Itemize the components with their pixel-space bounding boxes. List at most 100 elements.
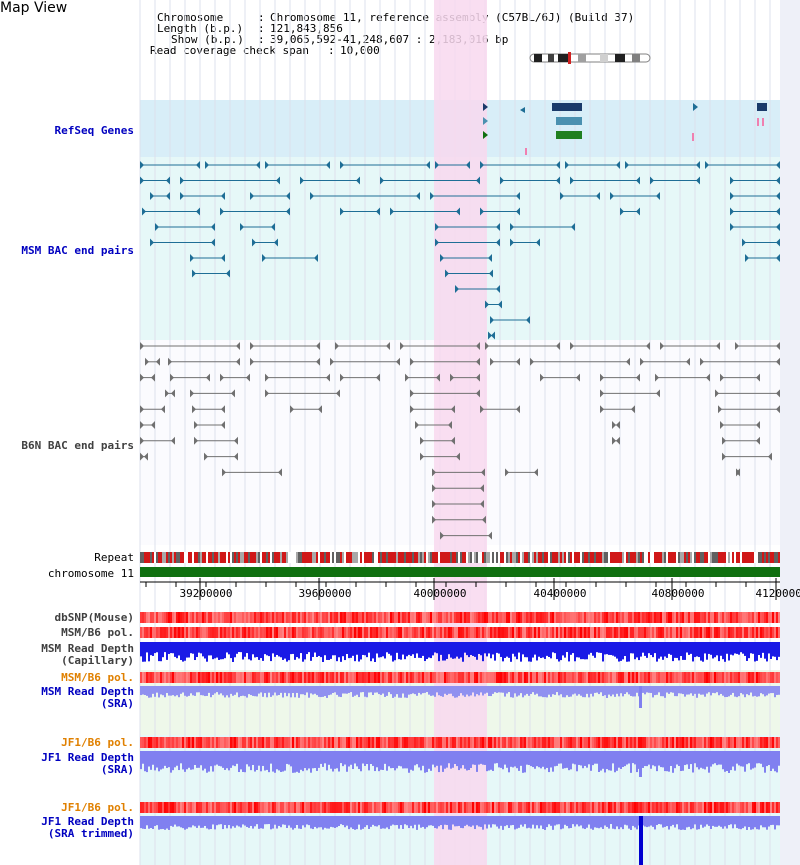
- depth-bar: [252, 816, 254, 829]
- heat-cell: [278, 612, 280, 623]
- heat-cell: [730, 672, 732, 683]
- heat-cell: [344, 672, 346, 683]
- heat-cell: [226, 672, 228, 683]
- heat-cell: [380, 612, 382, 623]
- selection-highlight[interactable]: [434, 0, 487, 865]
- heat-cell: [330, 802, 332, 813]
- depth-bar: [486, 751, 488, 772]
- heat-cell: [610, 802, 612, 813]
- heat-cell: [324, 802, 326, 813]
- heat-cell: [302, 612, 304, 623]
- depth-bar: [432, 642, 434, 656]
- heat-cell: [418, 802, 420, 813]
- depth-bar: [726, 686, 728, 698]
- heat-cell: [714, 612, 716, 623]
- heat-cell: [774, 737, 776, 748]
- heat-cell: [302, 802, 304, 813]
- b6n-bac-pairs[interactable]: [140, 342, 780, 540]
- depth-bar: [264, 642, 266, 655]
- repeat-cell: [178, 552, 180, 563]
- depth-bar: [356, 751, 358, 767]
- bac-end: [456, 452, 460, 461]
- depth-bar: [542, 751, 544, 767]
- heat-cell: [426, 737, 428, 748]
- depth-bar: [398, 642, 400, 660]
- depth-bar: [270, 751, 272, 764]
- depth-bar: [710, 642, 712, 655]
- track-label-refseq[interactable]: RefSeq Genes: [54, 124, 134, 137]
- depth-bar: [446, 751, 448, 768]
- depth-bar: [310, 751, 312, 773]
- bac-end: [211, 223, 215, 231]
- depth-bar: [346, 686, 348, 694]
- heat-cell: [456, 737, 458, 748]
- heat-cell: [366, 672, 368, 683]
- depth-bar: [758, 686, 760, 697]
- heat-cell: [372, 672, 374, 683]
- depth-bar: [296, 642, 298, 658]
- span-value: 10,000: [340, 44, 380, 57]
- heat-cell: [704, 612, 706, 623]
- heat-cell: [732, 672, 734, 683]
- heat-cell: [628, 627, 630, 638]
- depth-bar: [458, 751, 460, 771]
- heat-cell: [716, 627, 718, 638]
- heat-cell: [542, 627, 544, 638]
- heat-cell: [674, 627, 676, 638]
- depth-bar: [428, 686, 430, 695]
- depth-bar: [594, 816, 596, 828]
- heat-cell: [440, 627, 442, 638]
- heat-cell: [654, 737, 656, 748]
- depth-bar: [328, 816, 330, 829]
- repeat-cell: [776, 552, 778, 563]
- depth-bar: [686, 751, 688, 765]
- heat-cell: [492, 737, 494, 748]
- depth-bar: [694, 816, 696, 825]
- depth-bar: [538, 642, 540, 657]
- heat-cell: [230, 737, 232, 748]
- heat-cell: [568, 737, 570, 748]
- heat-cell: [496, 627, 498, 638]
- heat-cell: [156, 612, 158, 623]
- track-label-msm-bac[interactable]: MSM BAC end pairs: [21, 244, 134, 257]
- heat-cell: [190, 802, 192, 813]
- heat-cell: [216, 612, 218, 623]
- heat-cell: [290, 612, 292, 623]
- heat-cell: [552, 672, 554, 683]
- depth-bar: [672, 642, 674, 662]
- depth-bar: [140, 816, 142, 829]
- heat-cell: [158, 802, 160, 813]
- refseq-genes[interactable]: [483, 103, 767, 155]
- heat-cell: [212, 802, 214, 813]
- msm-bac-pairs[interactable]: [140, 161, 780, 340]
- heat-cell: [686, 672, 688, 683]
- heat-cell: [424, 627, 426, 638]
- track-label-b6n-bac[interactable]: B6N BAC end pairs: [21, 439, 134, 452]
- bac-end: [221, 192, 225, 200]
- heat-cell: [376, 612, 378, 623]
- heat-cell: [506, 672, 508, 683]
- repeat-cell: [500, 552, 502, 563]
- depth-bar: [534, 686, 536, 695]
- heat-cell: [304, 612, 306, 623]
- heat-cell: [652, 802, 654, 813]
- depth-bar: [422, 816, 424, 827]
- bac-end: [720, 373, 724, 382]
- heat-cell: [294, 802, 296, 813]
- repeat-cell: [570, 552, 572, 563]
- heat-cell: [296, 672, 298, 683]
- depth-bar: [726, 816, 728, 829]
- repeat-cell: [546, 552, 548, 563]
- repeat-cell: [566, 552, 568, 563]
- heat-cell: [156, 672, 158, 683]
- heat-cell: [508, 627, 510, 638]
- heat-cell: [558, 612, 560, 623]
- depth-bar: [704, 816, 706, 827]
- repeat-cell: [554, 552, 556, 563]
- depth-bar: [664, 751, 666, 772]
- chromosome-ideogram[interactable]: [529, 52, 651, 64]
- depth-bar: [764, 751, 766, 773]
- heat-cell: [316, 672, 318, 683]
- depth-bar: [560, 751, 562, 764]
